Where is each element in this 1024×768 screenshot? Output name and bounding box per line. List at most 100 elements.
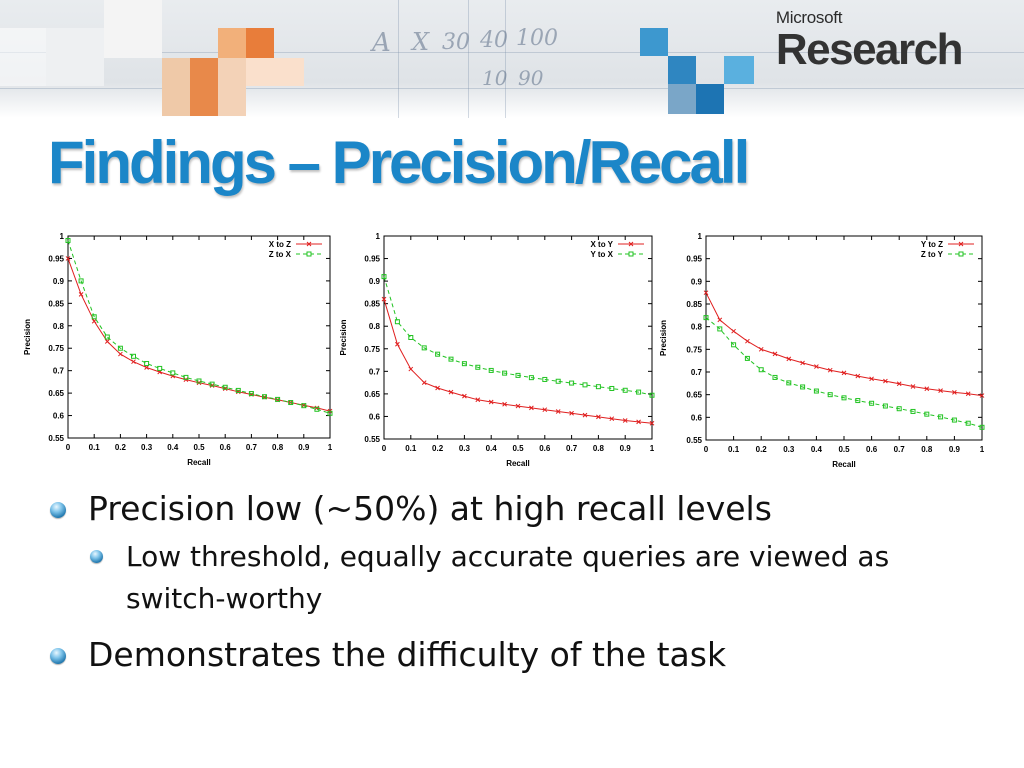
- header-banner: A X 30 40 100 10 90 Microsoft Research: [0, 0, 1024, 118]
- y-tick-label: 0.9: [691, 277, 703, 286]
- legend-label: Y to X: [590, 250, 613, 259]
- y-tick-label: 0.9: [369, 277, 381, 286]
- y-tick-label: 0.9: [53, 277, 65, 286]
- data-point: [381, 296, 387, 302]
- data-point: [117, 345, 123, 351]
- data-point: [475, 397, 481, 403]
- x-tick-label: 0: [704, 445, 709, 454]
- y-axis-label: Precision: [23, 319, 32, 355]
- legend-marker: [306, 251, 312, 257]
- x-tick-label: 0.5: [193, 443, 205, 452]
- y-tick-label: 0.65: [686, 391, 702, 400]
- data-point: [731, 342, 737, 348]
- data-point: [924, 386, 930, 392]
- data-point: [758, 367, 764, 373]
- data-point: [938, 414, 944, 420]
- data-point: [800, 360, 805, 366]
- data-point: [542, 376, 548, 382]
- data-point: [910, 384, 916, 389]
- banner-tile: [46, 28, 104, 86]
- data-point: [745, 338, 750, 344]
- bullet-item: Demonstrates the difficulty of the task: [48, 634, 988, 676]
- data-point: [965, 391, 971, 397]
- data-point: [91, 318, 97, 324]
- data-point: [869, 400, 875, 406]
- bullet-icon: [90, 550, 103, 563]
- banner-tile: [668, 84, 696, 114]
- y-tick-label: 0.7: [369, 367, 381, 376]
- data-point: [609, 385, 615, 391]
- data-point: [131, 353, 136, 359]
- data-point: [65, 237, 71, 243]
- data-point: [609, 416, 615, 422]
- data-point: [196, 378, 202, 384]
- data-point: [952, 390, 957, 395]
- data-point: [448, 389, 454, 395]
- y-tick-label: 0.6: [369, 412, 381, 421]
- y-tick-label: 0.85: [364, 300, 380, 309]
- data-point: [118, 351, 123, 357]
- series-line: [705, 317, 983, 428]
- plot-frame: [383, 235, 653, 440]
- data-point: [381, 274, 387, 280]
- y-tick-label: 0.65: [364, 390, 380, 399]
- data-point: [488, 367, 494, 373]
- data-point: [248, 391, 254, 397]
- banner-tile: [696, 84, 724, 114]
- data-point: [883, 378, 888, 384]
- x-tick-label: 0.9: [949, 445, 961, 454]
- banner-tile: [218, 58, 246, 116]
- data-point: [275, 396, 281, 402]
- data-point: [979, 393, 985, 398]
- x-tick-label: 0.8: [272, 443, 284, 452]
- banner-gridline: [0, 52, 1024, 53]
- y-tick-label: 0.75: [48, 344, 64, 353]
- x-tick-label: 0.7: [894, 445, 906, 454]
- data-point: [772, 351, 778, 357]
- data-point: [979, 424, 985, 430]
- y-tick-label: 1: [60, 232, 65, 241]
- data-point: [144, 360, 150, 366]
- data-point: [786, 380, 792, 386]
- x-tick-label: 0.6: [866, 445, 878, 454]
- data-point: [78, 292, 84, 297]
- data-point: [758, 346, 764, 352]
- data-point: [569, 380, 575, 386]
- banner-scribble: 10: [482, 66, 508, 90]
- data-point: [209, 381, 215, 387]
- banner-scribble: X: [412, 28, 430, 56]
- x-tick-label: 0.5: [512, 444, 524, 453]
- data-point: [938, 388, 943, 393]
- banner-tile: [190, 58, 218, 116]
- data-point: [314, 406, 320, 412]
- data-point: [394, 319, 400, 325]
- y-tick-label: 0.95: [686, 255, 702, 264]
- x-tick-label: 0.6: [539, 444, 551, 453]
- data-point: [595, 384, 601, 390]
- data-point: [144, 365, 149, 370]
- x-tick-label: 0: [382, 444, 387, 453]
- y-tick-label: 0.8: [53, 322, 65, 331]
- data-point: [582, 412, 588, 418]
- data-point: [395, 341, 400, 347]
- data-point: [542, 407, 548, 413]
- data-point: [636, 419, 641, 425]
- banner-scribble: A: [372, 28, 391, 58]
- x-tick-label: 0.4: [486, 444, 498, 453]
- bullet-item: Precision low (~50%) at high recall leve…: [48, 488, 988, 530]
- legend-marker: [958, 251, 964, 257]
- data-point: [515, 403, 521, 409]
- data-point: [951, 417, 957, 423]
- legend-marker: [628, 251, 634, 257]
- legend-label: X to Z: [269, 240, 291, 249]
- x-axis-label: Recall: [832, 460, 856, 469]
- legend-label: Z to Y: [921, 250, 944, 259]
- data-point: [596, 414, 601, 420]
- bullet-icon: [50, 502, 66, 518]
- y-tick-label: 1: [376, 232, 381, 241]
- data-point: [703, 315, 709, 321]
- y-axis-label: Precision: [339, 319, 348, 355]
- x-tick-label: 0.3: [459, 444, 471, 453]
- x-tick-label: 1: [328, 443, 333, 452]
- y-tick-label: 0.85: [686, 300, 702, 309]
